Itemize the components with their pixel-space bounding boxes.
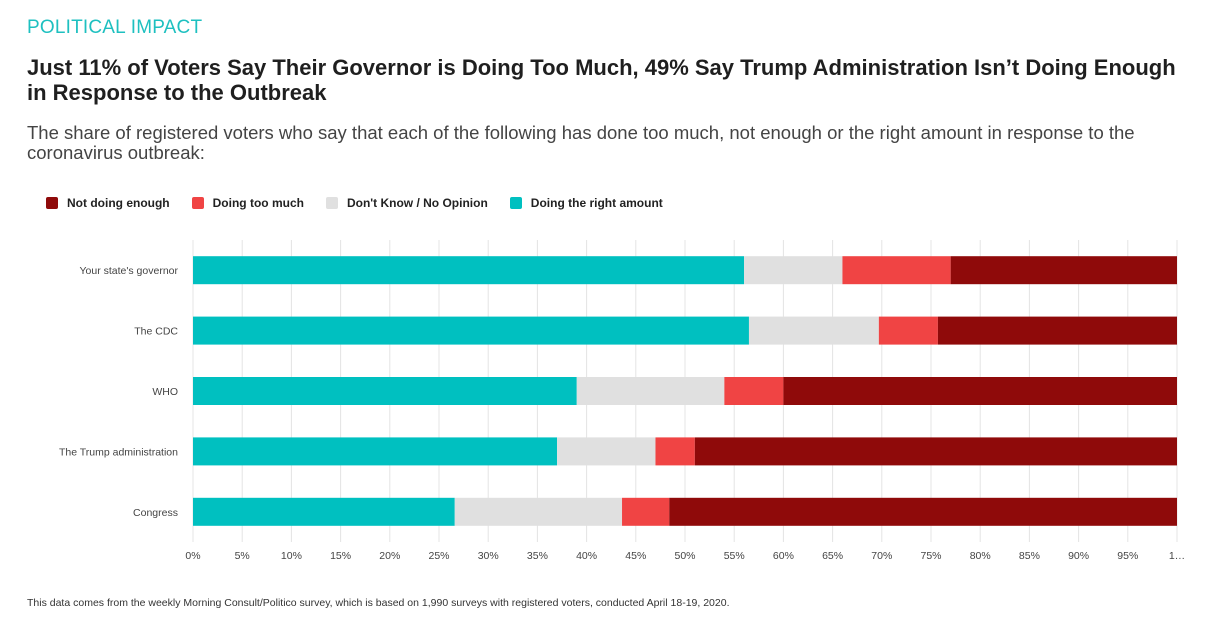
legend-swatch	[46, 197, 58, 209]
x-tick-label: 10%	[281, 550, 302, 562]
x-tick-label: 90%	[1068, 550, 1089, 562]
bar-doing-too-much	[724, 377, 784, 405]
bar-not-doing-enough	[950, 256, 1177, 285]
x-tick-label: 70%	[871, 550, 892, 562]
legend-item-dont-know[interactable]: Don't Know / No Opinion	[325, 196, 488, 210]
x-tick-label: 45%	[625, 550, 646, 562]
x-tick-label: 65%	[822, 550, 843, 562]
bar-not-doing-enough	[937, 316, 1177, 345]
x-tick-label: 30%	[478, 550, 499, 562]
x-tick-label: 35%	[527, 550, 548, 562]
y-category-label: Your state's governor	[79, 265, 178, 277]
legend-label: Doing too much	[212, 196, 304, 210]
legend-item-doing-too-much[interactable]: Doing too much	[191, 196, 304, 210]
bar-doing-the-right-amount	[193, 316, 749, 345]
legend-label: Not doing enough	[67, 196, 170, 210]
x-tick-label: 1…	[1169, 550, 1185, 562]
x-tick-label: 75%	[920, 550, 941, 562]
x-tick-label: 85%	[1019, 550, 1040, 562]
x-tick-label: 20%	[379, 550, 400, 562]
bar-not-doing-enough	[694, 437, 1177, 466]
chart-subtitle: The share of registered voters who say t…	[27, 122, 1135, 163]
legend-label: Doing the right amount	[530, 196, 663, 210]
footnote: This data comes from the weekly Morning …	[27, 597, 730, 609]
bar-doing-too-much	[655, 437, 695, 466]
x-tick-label: 40%	[576, 550, 597, 562]
x-tick-label: 0%	[185, 550, 200, 562]
bar-don-t-know-no-opinion	[748, 316, 879, 345]
y-category-label: Congress	[133, 507, 178, 519]
legend-item-not-doing-enough[interactable]: Not doing enough	[46, 196, 170, 210]
bar-doing-the-right-amount	[193, 256, 745, 285]
bar-doing-the-right-amount	[193, 497, 455, 526]
x-tick-label: 15%	[330, 550, 351, 562]
y-category-label: WHO	[152, 386, 178, 398]
legend: Not doing enough Doing too much Don't Kn…	[46, 196, 685, 210]
x-tick-label: 50%	[674, 550, 695, 562]
x-tick-label: 5%	[235, 550, 250, 562]
chart-title: Just 11% of Voters Say Their Governor is…	[27, 55, 1176, 105]
bar-doing-too-much	[622, 497, 670, 526]
bar-not-doing-enough	[783, 377, 1177, 405]
bar-doing-the-right-amount	[193, 437, 558, 466]
bar-doing-too-much	[878, 316, 938, 345]
bar-don-t-know-no-opinion	[454, 497, 623, 526]
bar-don-t-know-no-opinion	[576, 377, 725, 405]
legend-swatch	[509, 197, 522, 209]
kicker: POLITICAL IMPACT	[27, 17, 203, 38]
x-tick-label: 80%	[970, 550, 991, 562]
bar-not-doing-enough	[669, 497, 1177, 526]
bar-don-t-know-no-opinion	[744, 256, 843, 285]
bar-doing-the-right-amount	[193, 377, 577, 405]
x-tick-label: 95%	[1117, 550, 1138, 562]
x-tick-label: 60%	[773, 550, 794, 562]
legend-swatch	[191, 197, 204, 209]
bar-doing-too-much	[842, 256, 951, 285]
bar-don-t-know-no-opinion	[557, 437, 656, 466]
y-category-label: The Trump administration	[59, 446, 178, 458]
legend-swatch	[325, 197, 338, 209]
y-category-label: The CDC	[134, 326, 178, 338]
legend-label: Don't Know / No Opinion	[346, 196, 488, 210]
legend-item-right-amount[interactable]: Doing the right amount	[509, 196, 663, 210]
x-tick-label: 55%	[724, 550, 745, 562]
x-tick-label: 25%	[428, 550, 449, 562]
